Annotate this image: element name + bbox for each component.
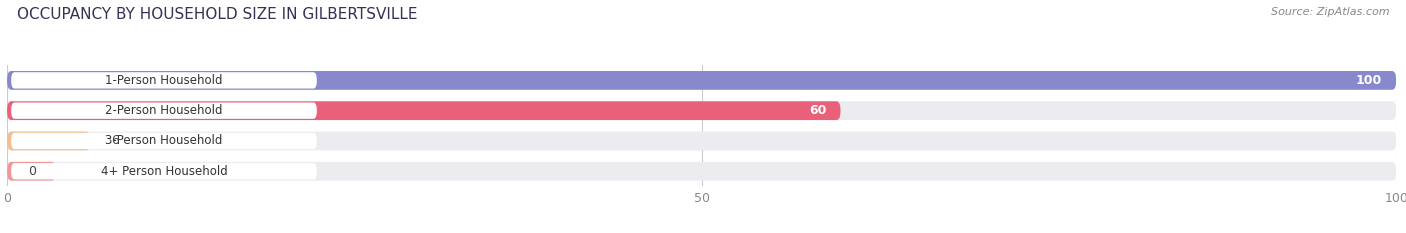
FancyBboxPatch shape: [7, 162, 1396, 181]
Text: 3-Person Household: 3-Person Household: [105, 134, 222, 147]
FancyBboxPatch shape: [11, 133, 316, 149]
FancyBboxPatch shape: [7, 162, 56, 181]
FancyBboxPatch shape: [11, 103, 316, 119]
FancyBboxPatch shape: [7, 132, 90, 150]
Text: 4+ Person Household: 4+ Person Household: [101, 165, 228, 178]
FancyBboxPatch shape: [11, 163, 316, 179]
Text: 60: 60: [810, 104, 827, 117]
Text: Source: ZipAtlas.com: Source: ZipAtlas.com: [1271, 7, 1389, 17]
Text: 2-Person Household: 2-Person Household: [105, 104, 222, 117]
FancyBboxPatch shape: [7, 71, 1396, 90]
Text: 1-Person Household: 1-Person Household: [105, 74, 222, 87]
Text: 6: 6: [111, 134, 120, 147]
Text: OCCUPANCY BY HOUSEHOLD SIZE IN GILBERTSVILLE: OCCUPANCY BY HOUSEHOLD SIZE IN GILBERTSV…: [17, 7, 418, 22]
FancyBboxPatch shape: [7, 101, 841, 120]
FancyBboxPatch shape: [7, 132, 1396, 150]
FancyBboxPatch shape: [11, 72, 316, 89]
Text: 100: 100: [1355, 74, 1382, 87]
Text: 0: 0: [28, 165, 37, 178]
FancyBboxPatch shape: [7, 101, 1396, 120]
FancyBboxPatch shape: [7, 71, 1396, 90]
